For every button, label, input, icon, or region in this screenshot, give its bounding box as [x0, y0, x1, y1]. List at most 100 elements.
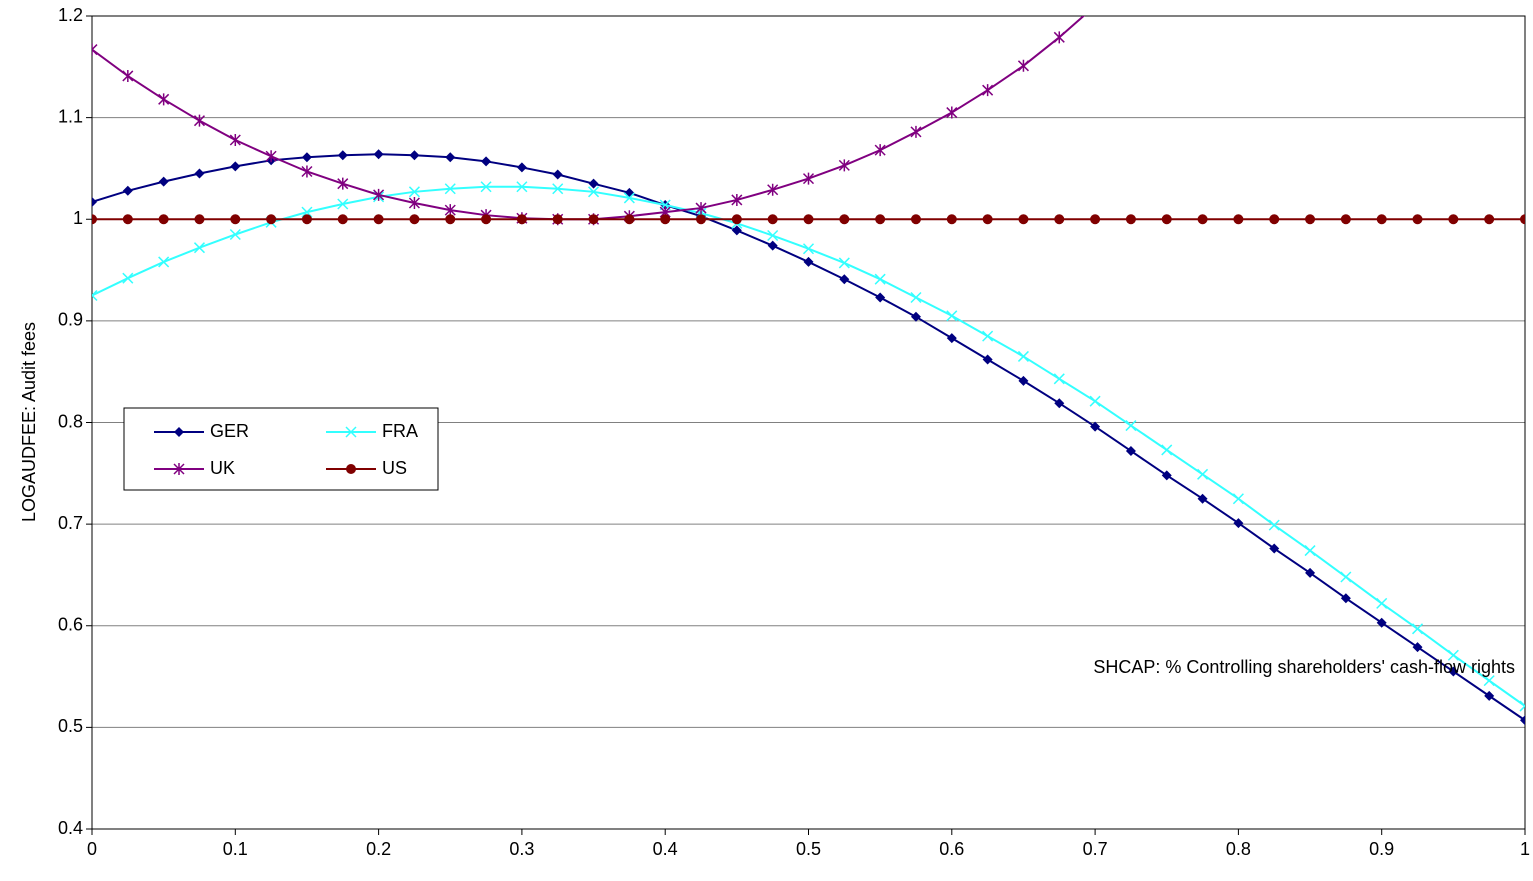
marker — [946, 214, 957, 225]
marker — [552, 169, 563, 180]
marker — [1520, 214, 1525, 225]
x-tick-label: 0.6 — [939, 839, 964, 859]
plot-area — [92, 0, 1525, 726]
marker — [696, 214, 707, 225]
marker — [839, 214, 850, 225]
marker — [1161, 470, 1172, 481]
marker — [982, 214, 993, 225]
legend-label: GER — [210, 421, 249, 441]
annotation: SHCAP: % Controlling shareholders' cash-… — [1093, 657, 1515, 677]
marker — [767, 240, 778, 251]
marker — [409, 150, 420, 161]
x-tick-label: 0.8 — [1226, 839, 1251, 859]
marker — [373, 214, 384, 225]
marker — [731, 193, 743, 206]
marker — [803, 214, 814, 225]
marker — [92, 214, 97, 225]
marker — [1054, 214, 1065, 225]
marker — [373, 149, 384, 160]
marker — [92, 43, 98, 56]
marker — [1484, 214, 1495, 225]
marker — [1197, 468, 1209, 480]
marker — [731, 225, 742, 236]
legend-label: UK — [210, 458, 235, 478]
y-tick-label: 0.5 — [58, 716, 83, 736]
legend-box — [123, 407, 439, 491]
marker — [193, 242, 206, 254]
marker — [1090, 214, 1101, 225]
marker — [1448, 214, 1459, 225]
marker — [1197, 214, 1208, 225]
marker — [982, 330, 994, 342]
y-axis-label: LOGAUDFEE: Audit fees — [19, 322, 39, 522]
marker — [193, 114, 206, 127]
marker — [481, 214, 492, 225]
marker — [946, 106, 958, 119]
y-tick-label: 1.2 — [58, 5, 83, 25]
marker — [1018, 375, 1029, 386]
marker — [767, 183, 779, 196]
marker — [588, 186, 600, 198]
marker — [516, 181, 528, 193]
marker — [1412, 214, 1423, 225]
marker — [1197, 493, 1208, 504]
marker — [1411, 623, 1424, 635]
marker — [481, 156, 492, 167]
y-tick-label: 0.9 — [58, 310, 83, 330]
marker — [1519, 700, 1525, 712]
y-tick-label: 1.1 — [58, 106, 83, 126]
marker — [122, 69, 134, 82]
marker — [1305, 214, 1316, 225]
marker — [623, 192, 635, 204]
marker — [1412, 642, 1423, 653]
marker — [158, 256, 170, 268]
marker — [194, 168, 205, 179]
marker — [230, 161, 241, 172]
marker — [1090, 0, 1100, 12]
y-tick-label: 1 — [73, 208, 83, 228]
marker — [1233, 214, 1244, 225]
marker — [444, 183, 456, 195]
x-tick-label: 0.1 — [223, 839, 248, 859]
marker — [1232, 493, 1244, 505]
marker — [982, 354, 993, 365]
marker — [982, 84, 994, 97]
marker — [910, 214, 921, 225]
x-tick-label: 1 — [1520, 839, 1530, 859]
marker — [946, 333, 957, 344]
marker — [122, 214, 133, 225]
marker — [552, 214, 563, 225]
marker — [408, 186, 420, 198]
marker — [1376, 597, 1388, 609]
marker — [660, 214, 671, 225]
marker — [1340, 214, 1351, 225]
x-tick-label: 0.2 — [366, 839, 391, 859]
marker — [1340, 593, 1351, 604]
marker — [1125, 420, 1137, 432]
marker — [588, 178, 599, 189]
marker — [767, 214, 778, 225]
marker — [1269, 543, 1280, 554]
marker — [946, 310, 958, 322]
marker — [158, 93, 170, 106]
y-tick-label: 0.7 — [58, 513, 83, 533]
marker — [1340, 571, 1352, 583]
x-tick-label: 0.7 — [1083, 839, 1108, 859]
marker — [875, 292, 886, 303]
y-tick-label: 0.6 — [58, 615, 83, 635]
marker — [1161, 444, 1173, 456]
marker — [445, 214, 456, 225]
marker — [408, 196, 420, 209]
marker — [1018, 214, 1029, 225]
y-tick-label: 0.4 — [58, 818, 83, 838]
legend-label: FRA — [382, 421, 418, 441]
marker — [910, 125, 922, 138]
marker — [1447, 649, 1459, 661]
marker — [373, 188, 385, 201]
marker — [1269, 214, 1280, 225]
marker — [1484, 690, 1495, 701]
marker — [839, 274, 850, 285]
marker — [266, 214, 277, 225]
marker — [1017, 350, 1029, 362]
marker — [875, 214, 886, 225]
